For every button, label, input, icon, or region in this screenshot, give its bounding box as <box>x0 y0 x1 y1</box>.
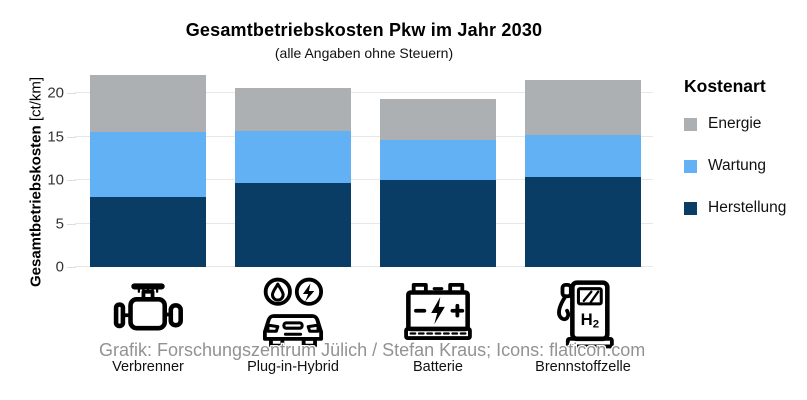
legend-label: Energie <box>708 115 762 132</box>
legend-swatch-herstellung <box>684 201 697 215</box>
category-label-brennstoffzelle: Brennstoffzelle <box>535 359 631 375</box>
bar-segment-herstellung-brennstoffzelle <box>525 177 641 267</box>
car-battery-icon <box>396 275 480 351</box>
bar-segment-herstellung-batterie <box>380 180 496 267</box>
bar-segment-herstellung-plug-in-hybrid <box>235 182 351 267</box>
legend-items: Energie Wartung Herstellung <box>684 115 806 217</box>
bar-batterie <box>380 99 496 267</box>
legend: Kostenart Energie Wartung Herstellung <box>684 76 806 241</box>
category-label-batterie: Batterie <box>413 359 463 375</box>
h2-fuel-pump-icon: H2 <box>541 275 625 351</box>
y-tick-label-10: 10 <box>47 171 64 189</box>
gridline-0 <box>75 266 653 267</box>
bar-segment-wartung-batterie <box>380 140 496 181</box>
y-tick-mark <box>67 180 76 182</box>
gridline-15 <box>75 135 653 137</box>
legend-item-herstellung: Herstellung <box>684 199 806 217</box>
gridline-20 <box>75 92 653 94</box>
legend-label: Wartung <box>708 157 767 174</box>
chart-subtitle: (alle Angaben ohne Steuern) <box>274 45 454 61</box>
category-label-verbrenner: Verbrenner <box>112 359 184 375</box>
bar-segment-wartung-plug-in-hybrid <box>235 131 351 183</box>
legend-item-wartung: Wartung <box>684 157 806 175</box>
bar-segment-wartung-verbrenner <box>90 132 206 197</box>
legend-swatch-energie <box>684 117 697 131</box>
plot-area <box>75 60 653 267</box>
bar-segment-wartung-brennstoffzelle <box>525 134 641 178</box>
chart-title: Gesamtbetriebskosten Pkw im Jahr 2030 <box>185 20 543 40</box>
legend-title: Kostenart <box>684 76 766 96</box>
bar-segment-herstellung-verbrenner <box>90 196 206 267</box>
credit-line: Grafik: Forschungszentrum Jülich / Stefa… <box>99 340 646 360</box>
svg-text:H2: H2 <box>581 310 599 330</box>
bar-segment-energie-brennstoffzelle <box>525 80 641 135</box>
y-tick-label-20: 20 <box>47 84 64 102</box>
y-tick-mark <box>67 267 76 268</box>
legend-item-energie: Energie <box>684 115 806 133</box>
gridline-10 <box>75 179 653 181</box>
bar-segment-energie-verbrenner <box>90 74 206 133</box>
y-tick-label-5: 5 <box>55 215 64 232</box>
bar-segment-energie-batterie <box>380 99 496 141</box>
y-tick-label-15: 15 <box>47 128 64 146</box>
bar-brennstoffzelle <box>525 80 641 267</box>
y-tick-mark <box>67 223 76 225</box>
legend-label: Herstellung <box>708 199 787 216</box>
hybrid-car-icon <box>251 275 335 351</box>
bar-segment-energie-plug-in-hybrid <box>235 87 351 132</box>
bar-plug-in-hybrid <box>235 87 351 267</box>
gridline-5 <box>75 222 653 224</box>
y-tick-mark <box>67 136 76 138</box>
category-label-plug-in-hybrid: Plug-in-Hybrid <box>247 359 339 375</box>
y-tick-label-0: 0 <box>55 258 64 276</box>
y-tick-mark <box>67 93 76 95</box>
legend-swatch-wartung <box>684 159 697 173</box>
bar-verbrenner <box>90 74 206 267</box>
engine-icon <box>106 275 190 351</box>
